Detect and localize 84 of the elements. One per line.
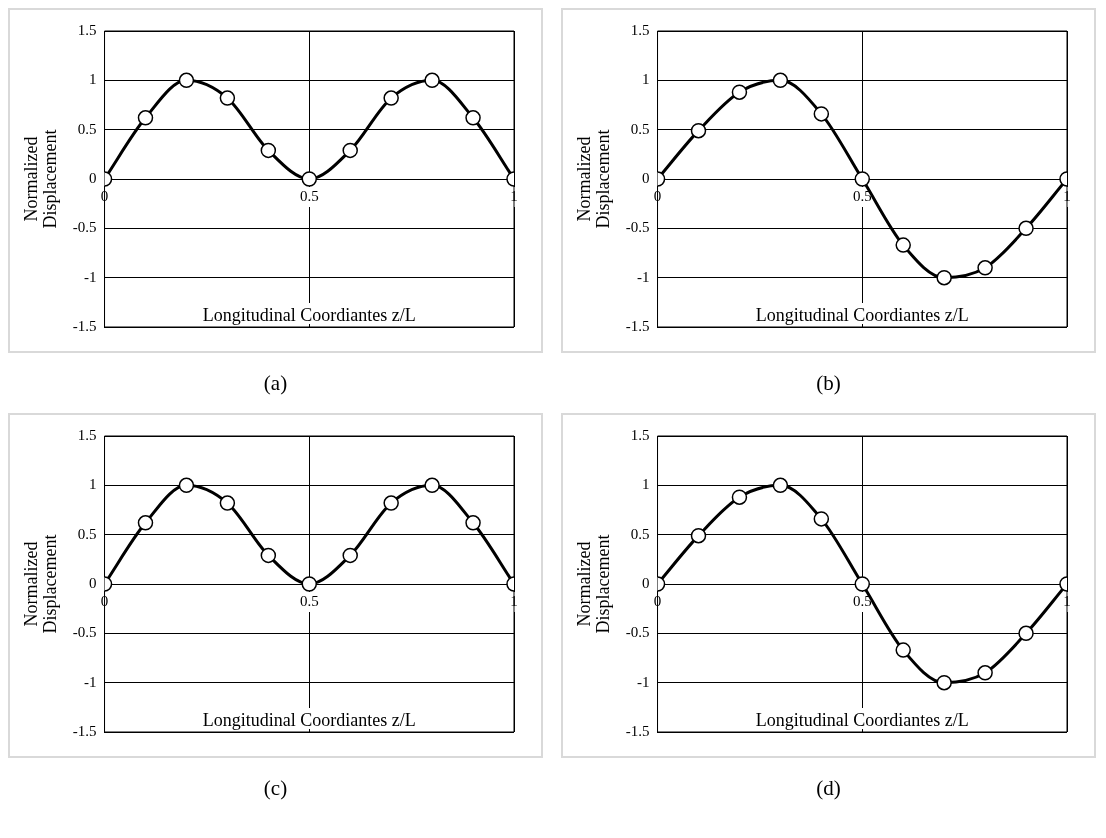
point [219, 495, 236, 511]
y-axis-title: Normalized Displacement [21, 534, 61, 634]
y-axis-title: Normalized Displacement [574, 129, 614, 229]
point [465, 515, 481, 531]
y-tick-label: 1 [89, 71, 97, 88]
point [465, 110, 481, 126]
point [424, 72, 440, 89]
y-tick-label: 1 [89, 476, 97, 493]
point [1018, 220, 1034, 237]
y-axis-title: Normalized Displacement [574, 534, 614, 634]
text: (c) [262, 775, 289, 802]
point [383, 495, 399, 511]
y-tick-label: 1 [642, 71, 650, 88]
y-tick-label: -0.5 [625, 624, 650, 641]
x-tick-label: 0.5 [299, 592, 319, 609]
x-tick-label: 1 [1063, 187, 1071, 204]
point [690, 122, 707, 139]
point [895, 237, 911, 253]
point [854, 576, 871, 592]
point [1018, 625, 1034, 642]
x-axis-title: Longitudinal Coordiantes z/L [755, 304, 969, 325]
point [731, 489, 748, 505]
text: (a) [262, 370, 289, 397]
y-tick-label: 1.5 [77, 426, 97, 443]
text: (b) [815, 370, 842, 397]
point [342, 547, 358, 564]
point [178, 477, 195, 494]
y-tick-label: -1 [84, 673, 97, 690]
y-tick-label: 0 [642, 574, 650, 591]
y-tick-label: -1 [637, 673, 650, 690]
point [260, 142, 277, 159]
point [813, 511, 830, 527]
x-tick-label: 1 [1063, 592, 1071, 609]
y-tick-label: -1 [637, 268, 650, 285]
point [690, 527, 707, 544]
point [424, 477, 440, 494]
point [854, 171, 871, 187]
x-tick-label: 0.5 [852, 592, 872, 609]
x-tick-label: 0.5 [852, 187, 872, 204]
y-tick-label: 1 [642, 476, 650, 493]
y-tick-label: 0 [89, 169, 97, 186]
x-axis-title: Longitudinal Coordiantes z/L [202, 304, 416, 325]
y-axis-title: Normalized Displacement [21, 129, 61, 229]
y-tick-label: 0.5 [630, 120, 650, 137]
text: (d) [815, 775, 842, 802]
y-tick-label: -1 [84, 268, 97, 285]
point [301, 576, 318, 592]
y-tick-label: 0.5 [77, 525, 97, 542]
y-tick-label: 0.5 [77, 120, 97, 137]
x-axis-title: Longitudinal Coordiantes z/L [755, 709, 969, 730]
point [936, 269, 952, 286]
y-tick-label: 0 [89, 574, 97, 591]
point [342, 142, 358, 159]
x-tick-label: 1 [510, 187, 518, 204]
y-tick-label: 0 [642, 169, 650, 186]
point [301, 171, 318, 187]
x-tick-label: 0.5 [299, 187, 319, 204]
point [383, 90, 399, 106]
y-tick-label: -0.5 [72, 624, 97, 641]
point [977, 665, 993, 681]
y-tick-label: 1.5 [77, 21, 97, 38]
y-tick-label: -0.5 [72, 219, 97, 236]
y-tick-label: -1.5 [72, 317, 97, 334]
point [260, 547, 277, 564]
point [936, 674, 952, 691]
y-tick-label: -1.5 [72, 722, 97, 739]
y-tick-label: -1.5 [625, 722, 650, 739]
x-axis-title: Longitudinal Coordiantes z/L [202, 709, 416, 730]
y-tick-label: -1.5 [625, 317, 650, 334]
point [895, 642, 911, 658]
point [977, 260, 993, 276]
point [219, 90, 236, 106]
point [178, 72, 195, 89]
point [772, 477, 789, 494]
y-tick-label: 0.5 [630, 525, 650, 542]
y-tick-label: -0.5 [625, 219, 650, 236]
point [813, 106, 830, 122]
point [772, 72, 789, 89]
point [731, 84, 748, 100]
y-tick-label: 1.5 [630, 426, 650, 443]
y-tick-label: 1.5 [630, 21, 650, 38]
point [137, 110, 154, 126]
point [137, 515, 154, 531]
x-tick-label: 1 [510, 592, 518, 609]
